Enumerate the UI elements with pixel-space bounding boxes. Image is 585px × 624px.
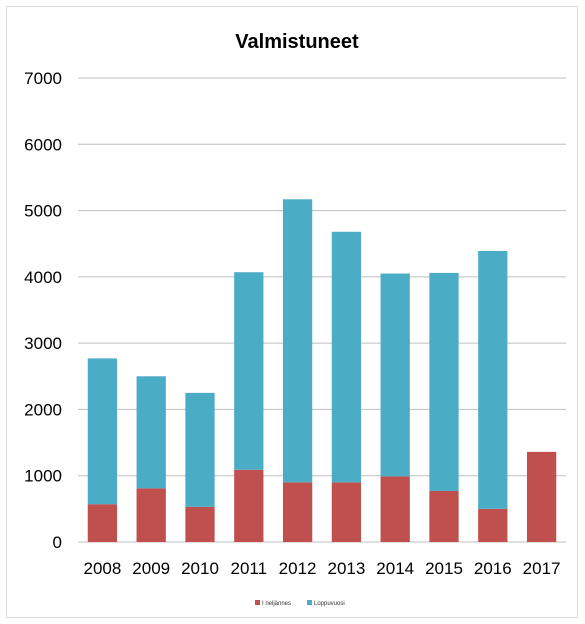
- x-tick-label: 2013: [327, 559, 365, 578]
- legend-swatch: [255, 600, 260, 605]
- bar-segment: [282, 482, 313, 542]
- y-tick-label: 5000: [24, 202, 62, 221]
- legend-swatch: [307, 600, 312, 605]
- bar-segment: [282, 199, 313, 483]
- y-axis-ticks: 0 1000 2000 3000 4000 5000 6000 7000: [24, 69, 62, 552]
- x-tick-label: 2016: [474, 559, 512, 578]
- x-tick-label: 2017: [523, 559, 561, 578]
- bar-segment: [185, 392, 215, 507]
- bar-segment: [380, 273, 410, 477]
- bar-segment: [136, 488, 166, 542]
- x-tick-label: 2011: [231, 559, 268, 578]
- y-tick-label: 7000: [24, 69, 62, 88]
- chart-title: Valmistuneet: [235, 31, 359, 53]
- x-axis-ticks: 2008 2009 2010 2011 2012 2013 2014 2015 2016 2017: [83, 559, 560, 578]
- y-tick-label: 2000: [24, 400, 62, 419]
- x-tick-label: 2012: [279, 559, 317, 578]
- y-tick-label: 4000: [24, 268, 62, 287]
- bar-segment: [234, 469, 264, 542]
- bar-segment: [185, 506, 215, 542]
- legend: I neljännes Loppuvuosi: [255, 600, 345, 607]
- bar-segment: [87, 358, 118, 505]
- legend-label: Loppuvuosi: [314, 601, 345, 607]
- bars: [87, 199, 557, 542]
- x-tick-label: 2014: [376, 559, 414, 578]
- bar-segment: [234, 272, 264, 470]
- y-tick-label: 1000: [24, 467, 62, 486]
- x-tick-label: 2009: [132, 559, 170, 578]
- bar-segment: [429, 272, 459, 491]
- bar-segment: [87, 504, 118, 542]
- y-tick-label: 3000: [24, 334, 62, 353]
- bar-segment: [136, 376, 166, 489]
- bar-segment: [429, 490, 459, 542]
- y-tick-label: 6000: [24, 135, 62, 154]
- bar-segment: [331, 231, 362, 483]
- legend-label: I neljännes: [262, 601, 291, 607]
- bar-segment: [478, 508, 508, 542]
- y-tick-label: 0: [53, 533, 62, 552]
- bar-segment: [478, 251, 508, 509]
- bar-segment: [331, 482, 362, 542]
- x-tick-label: 2010: [181, 559, 219, 578]
- bar-segment: [380, 476, 410, 542]
- x-tick-label: 2008: [83, 559, 121, 578]
- x-tick-label: 2015: [425, 559, 463, 578]
- bar-segment: [526, 451, 557, 542]
